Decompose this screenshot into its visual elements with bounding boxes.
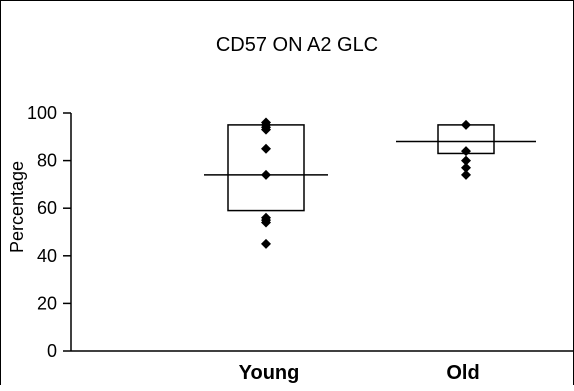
data-point-young xyxy=(261,143,271,154)
data-point-young xyxy=(261,238,271,249)
data-point-old xyxy=(461,119,471,130)
data-point-old xyxy=(461,155,471,166)
data-point-young xyxy=(261,169,271,180)
chart-title: CD57 ON A2 GLC xyxy=(216,34,378,56)
y-tick-label: 60 xyxy=(37,198,57,218)
y-tick-label: 40 xyxy=(37,246,57,266)
y-axis-label: Percentage xyxy=(7,161,27,253)
x-category-label: Young xyxy=(239,362,300,384)
y-tick-label: 20 xyxy=(37,293,57,313)
data-point-young xyxy=(261,217,271,228)
x-category-label: Old xyxy=(446,362,479,384)
y-tick-label: 0 xyxy=(47,341,57,361)
data-point-young xyxy=(261,124,271,135)
data-point-old xyxy=(461,169,471,180)
y-tick-label: 100 xyxy=(27,103,57,123)
data-point-old xyxy=(461,162,471,173)
box-young xyxy=(227,124,305,212)
data-point-old xyxy=(461,146,471,157)
y-tick-label: 80 xyxy=(37,151,57,171)
